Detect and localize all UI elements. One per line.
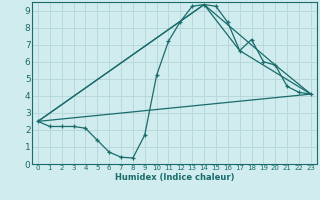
X-axis label: Humidex (Indice chaleur): Humidex (Indice chaleur) [115, 173, 234, 182]
